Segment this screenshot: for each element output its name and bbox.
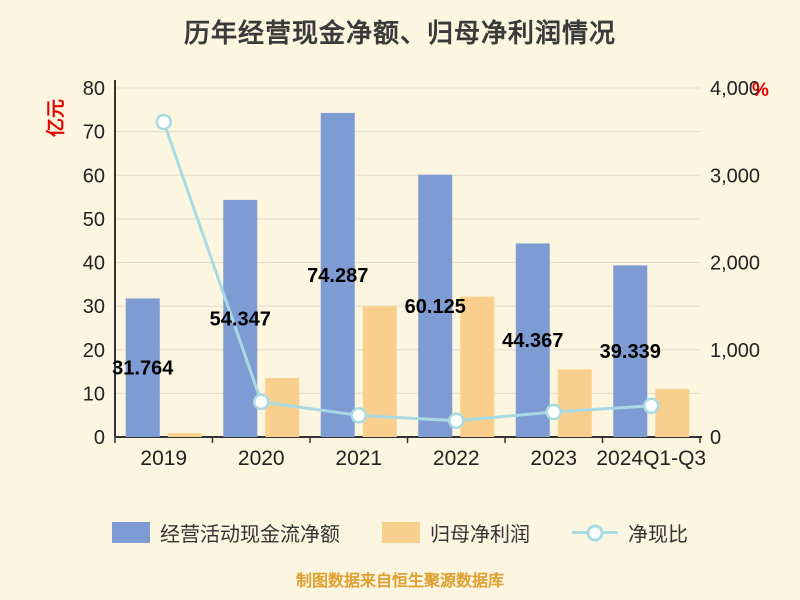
bar-value-label: 54.347 bbox=[210, 308, 271, 330]
left-axis-tick: 20 bbox=[83, 340, 105, 362]
left-axis-tick: 70 bbox=[83, 122, 105, 144]
ratio-line-marker bbox=[545, 403, 562, 421]
legend-item-operating-cash: 经营活动现金流净额 bbox=[112, 518, 340, 547]
bar-value-label: 39.339 bbox=[600, 341, 661, 363]
right-axis-tick: 4,000 bbox=[710, 78, 760, 100]
left-axis-tick: 80 bbox=[83, 78, 105, 100]
bar-net-profit bbox=[167, 433, 202, 437]
line-marker-icon bbox=[572, 522, 618, 544]
bar-operating-cash bbox=[418, 174, 453, 437]
x-axis-label: 2024Q1-Q3 bbox=[596, 447, 706, 470]
left-axis-tick: 10 bbox=[83, 383, 105, 405]
line-marker-dot bbox=[586, 524, 604, 541]
bar-net-profit bbox=[655, 389, 690, 437]
legend-item-net-profit: 归母净利润 bbox=[382, 518, 530, 547]
left-axis-tick: 0 bbox=[94, 427, 105, 449]
blue-bar-swatch-icon bbox=[112, 522, 150, 543]
right-axis-unit: % bbox=[752, 80, 769, 101]
bar-operating-cash bbox=[320, 112, 355, 437]
left-axis-tick: 60 bbox=[83, 165, 105, 187]
bar-value-label: 44.367 bbox=[502, 330, 563, 352]
x-axis-label: 2022 bbox=[433, 447, 480, 470]
bar-operating-cash bbox=[125, 298, 160, 437]
bar-value-label: 60.125 bbox=[405, 296, 466, 318]
ratio-line-marker bbox=[155, 113, 172, 131]
bar-value-label: 31.764 bbox=[112, 358, 174, 380]
chart-title: 历年经营现金净额、归母净利润情况 bbox=[183, 18, 616, 48]
ratio-line bbox=[162, 121, 652, 423]
bar-value-label: 74.287 bbox=[307, 265, 368, 287]
bar-operating-cash bbox=[223, 199, 258, 437]
bar-net-profit bbox=[557, 369, 592, 437]
ratio-line-marker bbox=[448, 412, 465, 429]
left-axis-unit: 亿元 bbox=[44, 99, 67, 137]
legend-label-net-profit: 归母净利润 bbox=[430, 524, 530, 546]
legend-item-net-cash-ratio: 净现比 bbox=[572, 518, 688, 547]
left-axis-tick: 50 bbox=[83, 209, 105, 231]
bar-net-profit bbox=[460, 296, 495, 437]
source-note: 制图数据来自恒生聚源数据库 bbox=[295, 573, 504, 590]
legend-label-net-cash-ratio: 净现比 bbox=[628, 524, 688, 546]
bar-operating-cash bbox=[515, 243, 550, 437]
right-axis-tick: 1,000 bbox=[710, 340, 760, 362]
orange-bar-swatch-icon bbox=[382, 522, 420, 543]
ratio-line-marker bbox=[643, 397, 660, 415]
right-axis-tick: 2,000 bbox=[710, 253, 760, 275]
right-axis-tick: 3,000 bbox=[710, 165, 760, 187]
x-axis-label: 2019 bbox=[140, 447, 187, 470]
right-axis-tick: 0 bbox=[710, 427, 721, 449]
x-axis-label: 2023 bbox=[530, 447, 577, 470]
x-axis-label: 2021 bbox=[335, 447, 382, 470]
ratio-line-marker bbox=[350, 407, 367, 424]
x-axis-label: 2020 bbox=[238, 447, 285, 470]
left-axis-tick: 40 bbox=[83, 253, 105, 275]
chart-canvas: 0 10 20 30 40 50 60 70 80 0 1,000 2,000 3,000 4,000 亿元… bbox=[44, 78, 769, 470]
chart-legend: 经营活动现金流净额 归母净利润 净现比 bbox=[0, 518, 800, 547]
legend-label-operating-cash: 经营活动现金流净额 bbox=[160, 524, 340, 546]
left-axis-tick: 30 bbox=[83, 296, 105, 318]
ratio-line-marker bbox=[253, 393, 270, 411]
